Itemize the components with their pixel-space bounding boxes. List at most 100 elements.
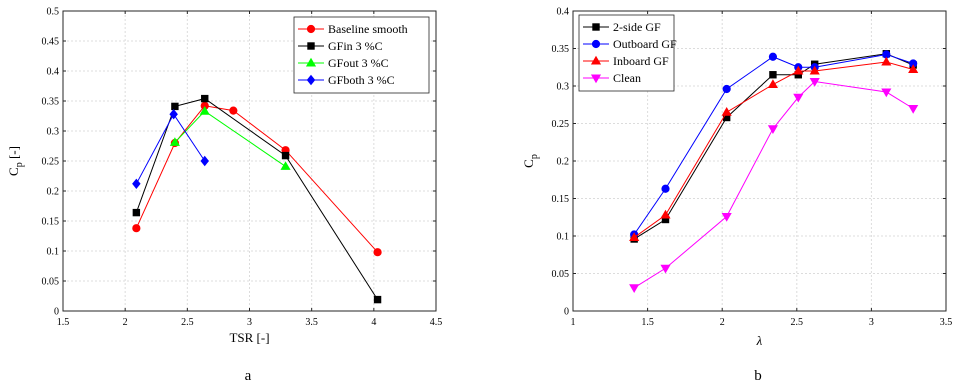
- legend-label: Inboard GF: [613, 54, 669, 68]
- x-tick-label: 2: [720, 317, 725, 328]
- legend: 2-side GF Outboard GF Inboard GF Clean: [578, 14, 677, 92]
- data-point: [373, 295, 382, 304]
- y-axis-label-main: C: [521, 159, 536, 168]
- y-tick-label: 0.5: [47, 7, 60, 18]
- panel-label: a: [245, 368, 252, 384]
- data-point: [132, 224, 141, 233]
- data-point: [660, 209, 671, 219]
- legend-marker: [307, 42, 315, 50]
- y-tick-label: 0.25: [42, 157, 60, 168]
- x-axis-label: λ: [756, 333, 763, 348]
- data-point: [721, 107, 732, 116]
- series-line: [633, 53, 914, 235]
- x-tick-label: 3.5: [305, 317, 318, 328]
- y-tick-label: 0: [564, 307, 569, 318]
- legend-label: GFout 3 %C: [328, 56, 389, 70]
- y-tick-label: 0.2: [557, 157, 570, 168]
- y-axis-label-unit: [-]: [6, 146, 21, 162]
- y-axis-label-subscript: p: [14, 162, 25, 167]
- legend-marker: [592, 23, 600, 31]
- data-point: [629, 232, 640, 241]
- y-axis-label-main: C: [6, 167, 21, 176]
- data-point: [201, 94, 209, 103]
- legend-label: 2-side GF: [613, 20, 661, 34]
- legend-marker: [305, 57, 317, 67]
- series-line: [633, 80, 914, 289]
- data-point: [793, 65, 804, 75]
- data-point: [281, 151, 290, 160]
- x-tick-label: 2.5: [791, 317, 804, 328]
- x-tick-label: 1.5: [57, 317, 70, 328]
- data-point: [169, 109, 178, 120]
- y-tick-label: 0.35: [42, 97, 60, 108]
- legend-marker: [590, 55, 602, 65]
- data-point: [908, 105, 919, 114]
- y-tick-label: 0.15: [552, 194, 570, 205]
- legend-label: GFin 3 %C: [328, 39, 383, 53]
- series-line: [633, 53, 914, 240]
- legend-marker: [306, 24, 316, 34]
- y-tick-label: 0.3: [47, 127, 60, 138]
- series-gfin-3-c: [132, 94, 382, 304]
- y-tick-label: 0.05: [552, 269, 570, 280]
- data-point: [373, 248, 382, 257]
- legend-label: Outboard GF: [613, 37, 677, 51]
- y-tick-label: 0.05: [42, 277, 60, 288]
- series-gfout-3-c: [169, 106, 291, 170]
- series-clean: [629, 78, 919, 293]
- x-tick-label: 1: [571, 317, 576, 328]
- axes-frame: [62, 10, 437, 312]
- y-tick-label: 0.3: [557, 82, 570, 93]
- chart-panel-a: 1.5 2 2.5 3 3.5 4 4.5 0 0.05 0.1 0.15 0.2 0.25 0.3 0.3…: [6, 7, 442, 385]
- x-tick-label: 2: [123, 317, 128, 328]
- data-point: [200, 155, 209, 167]
- data-point: [768, 52, 778, 61]
- x-axis-label: TSR [-]: [229, 330, 269, 345]
- legend-marker: [590, 74, 602, 84]
- data-point: [767, 125, 778, 134]
- y-tick-label: 0.1: [557, 232, 570, 243]
- legend: Baseline smooth GFin 3 %C GFout 3 %C GFboth…: [293, 16, 430, 94]
- chart-panel-b: 1 1.5 2 2.5 3 3.5 0 0.05 0.1 0.15 0.2 0.25 0.3 0.35 0.…: [521, 7, 952, 385]
- series-gfboth-3-c: [132, 109, 209, 189]
- data-point: [881, 88, 892, 98]
- data-point: [280, 161, 291, 170]
- x-tick-label: 3: [869, 317, 874, 328]
- x-tick-label: 2.5: [181, 317, 194, 328]
- y-axis-label-subscript: p: [529, 154, 540, 159]
- data-point: [809, 78, 820, 87]
- data-point: [767, 79, 778, 88]
- y-tick-label: 0.25: [552, 119, 570, 130]
- axes-frame: [572, 10, 947, 312]
- y-tick-label: 0.15: [42, 217, 60, 228]
- y-tick-label: 0.2: [47, 187, 60, 198]
- x-tick-label: 3.5: [940, 317, 953, 328]
- data-point: [881, 56, 892, 66]
- y-tick-label: 0.45: [42, 37, 60, 48]
- data-point: [660, 264, 671, 274]
- data-point: [721, 213, 732, 222]
- data-point: [171, 102, 179, 111]
- y-tick-label: 0.4: [557, 7, 570, 18]
- data-point: [132, 178, 141, 189]
- data-point: [793, 93, 804, 103]
- y-tick-label: 0: [54, 307, 59, 318]
- data-point: [908, 64, 919, 73]
- y-tick-label: 0.35: [552, 44, 570, 55]
- data-point: [769, 71, 777, 79]
- x-tick-label: 4: [371, 317, 376, 328]
- data-point: [809, 65, 820, 75]
- data-point: [229, 106, 238, 115]
- y-axis-label: Cp: [521, 154, 540, 168]
- data-point: [629, 284, 640, 293]
- data-point: [661, 184, 670, 193]
- data-point: [199, 106, 210, 115]
- panel-label: b: [754, 368, 762, 384]
- y-tick-label: 0.1: [47, 247, 60, 258]
- data-point: [132, 208, 141, 217]
- series-line: [633, 61, 914, 238]
- x-tick-label: 4.5: [430, 317, 443, 328]
- x-tick-label: 3: [247, 317, 252, 328]
- series-inboard-gf: [629, 56, 919, 241]
